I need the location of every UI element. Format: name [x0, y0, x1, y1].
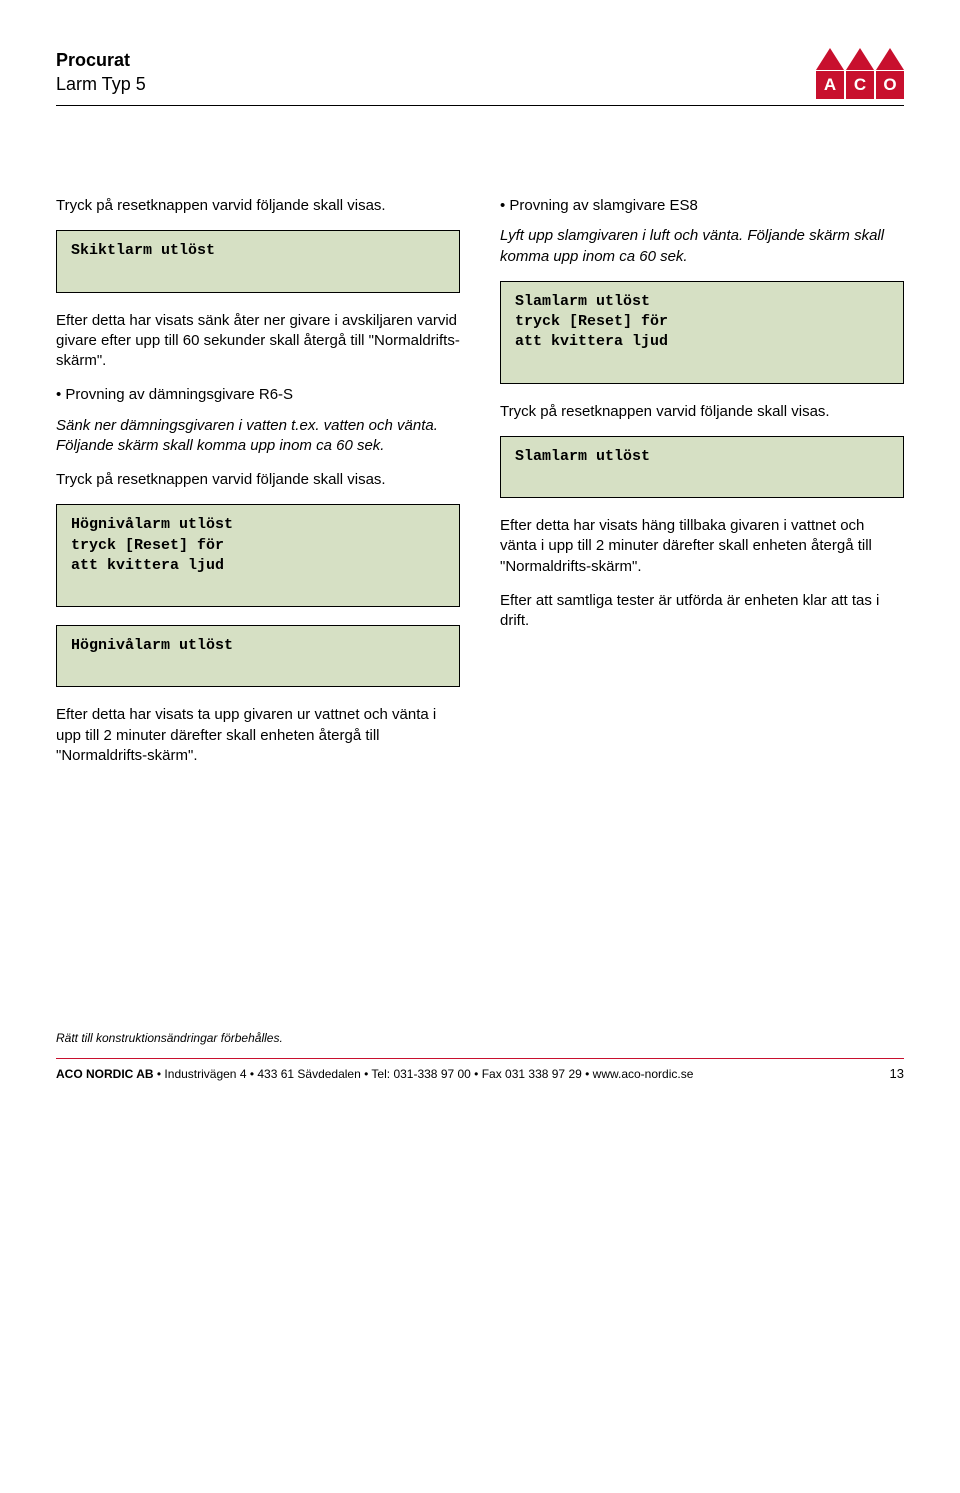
screen-box-skiktlarm: Skiktlarm utlöst — [56, 230, 460, 292]
right-column: • Provning av slamgivare ES8 Lyft upp sl… — [500, 196, 904, 780]
screen-box-hognivalarm: Högnivålarm utlöst — [56, 625, 460, 687]
right-p1: Lyft upp slamgivaren i luft och vänta. F… — [500, 226, 904, 267]
logo-col-c: C — [846, 48, 874, 99]
footer-bar: ACO NORDIC AB • Industrivägen 4 • 433 61… — [56, 1058, 904, 1083]
page-header: Procurat Larm Typ 5 A C O — [56, 48, 904, 106]
header-title-block: Procurat Larm Typ 5 — [56, 48, 146, 97]
doc-title: Procurat — [56, 48, 146, 72]
screen-box-slamlarm: Slamlarm utlöst — [500, 436, 904, 498]
right-bullet-es8: • Provning av slamgivare ES8 — [500, 196, 904, 216]
left-p5: Efter detta har visats ta upp givaren ur… — [56, 705, 460, 766]
footer-company: ACO NORDIC AB — [56, 1067, 154, 1081]
left-p4: Tryck på resetknappen varvid följande sk… — [56, 470, 460, 490]
aco-logo: A C O — [816, 48, 904, 99]
left-p2: Efter detta har visats sänk åter ner giv… — [56, 311, 460, 372]
left-p3: Sänk ner dämningsgivaren i vatten t.ex. … — [56, 416, 460, 457]
screen-box-hognivalarm-reset: Högnivålarm utlöst tryck [Reset] för att… — [56, 504, 460, 607]
footer-company-line: ACO NORDIC AB • Industrivägen 4 • 433 61… — [56, 1066, 693, 1082]
content-columns: Tryck på resetknappen varvid följande sk… — [56, 196, 904, 780]
logo-triangle-icon — [816, 48, 844, 70]
left-p1: Tryck på resetknappen varvid följande sk… — [56, 196, 460, 216]
footer-details: • Industrivägen 4 • 433 61 Sävdedalen • … — [154, 1067, 694, 1081]
screen-box-slamlarm-reset: Slamlarm utlöst tryck [Reset] för att kv… — [500, 281, 904, 384]
logo-col-o: O — [876, 48, 904, 99]
right-p4: Efter att samtliga tester är utförda är … — [500, 591, 904, 632]
doc-subtitle: Larm Typ 5 — [56, 72, 146, 96]
page-number: 13 — [890, 1065, 904, 1083]
left-bullet-r6s: • Provning av dämningsgivare R6-S — [56, 385, 460, 405]
logo-letter-a: A — [816, 71, 844, 99]
logo-triangle-icon — [876, 48, 904, 70]
logo-triangle-icon — [846, 48, 874, 70]
logo-letter-o: O — [876, 71, 904, 99]
left-column: Tryck på resetknappen varvid följande sk… — [56, 196, 460, 780]
footer-note: Rätt till konstruktionsändringar förbehå… — [56, 1030, 904, 1046]
logo-letter-c: C — [846, 71, 874, 99]
right-p3: Efter detta har visats häng tillbaka giv… — [500, 516, 904, 577]
right-p2: Tryck på resetknappen varvid följande sk… — [500, 402, 904, 422]
logo-col-a: A — [816, 48, 844, 99]
